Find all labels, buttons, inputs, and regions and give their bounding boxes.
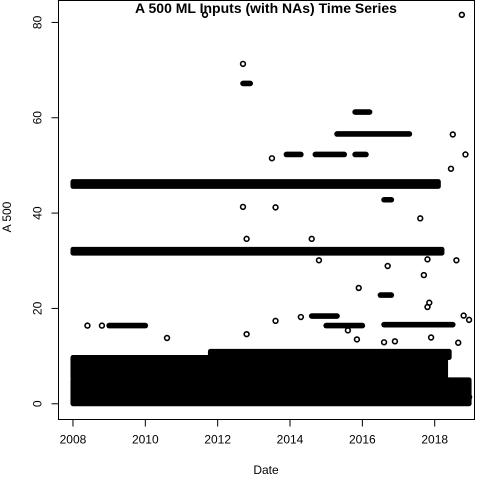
point-run-2 (381, 321, 456, 328)
data-point-1 (98, 322, 106, 329)
data-point-22 (453, 257, 460, 264)
data-point-5 (239, 60, 247, 68)
point-run-10 (377, 292, 395, 298)
data-point-35 (304, 372, 312, 380)
data-point-9 (308, 235, 315, 243)
data-point-4 (458, 11, 466, 19)
data-point-37 (465, 393, 473, 401)
data-point-31 (366, 367, 373, 374)
data-point-28 (455, 339, 462, 346)
point-run-layer (106, 80, 456, 329)
point-run-7 (334, 131, 413, 137)
data-point-15 (355, 284, 362, 292)
data-point-26 (460, 312, 467, 319)
data-point-23 (449, 131, 456, 138)
dense-band-2 (207, 348, 452, 361)
data-point-27 (465, 316, 473, 324)
x-tick-label-3: 2014 (277, 433, 304, 447)
x-axis: 2008 2010 2012 2014 2016 2018 (60, 419, 448, 447)
y-tick-label-0: 0 (31, 400, 45, 407)
data-point-19 (424, 256, 431, 263)
dense-band-1 (70, 355, 449, 381)
data-point-32 (353, 336, 361, 343)
x-tick-label-5: 2018 (421, 433, 448, 447)
point-run-4 (283, 151, 304, 158)
data-point-25 (462, 151, 469, 158)
data-point-21 (424, 303, 431, 311)
data-point-0 (84, 322, 91, 329)
x-tick-label-1: 2010 (132, 433, 159, 447)
data-point-30 (391, 338, 399, 345)
data-point-7 (272, 204, 279, 211)
data-point-33 (344, 327, 352, 334)
x-tick-label-0: 2008 (60, 433, 87, 447)
y-tick-label-3: 60 (31, 111, 45, 125)
x-tick-label-4: 2016 (349, 433, 376, 447)
y-axis-label: A 500 (0, 201, 14, 232)
y-tick-label-1: 20 (31, 301, 45, 315)
dense-band-3 (70, 246, 445, 256)
dense-band-0 (70, 377, 472, 407)
data-point-13 (315, 257, 323, 264)
data-point-16 (384, 262, 391, 270)
data-point-8 (243, 235, 250, 243)
point-run-11 (381, 196, 395, 203)
y-tick-label-4: 80 (31, 15, 45, 29)
point-run-8 (352, 109, 373, 115)
x-tick-label-2: 2012 (204, 433, 231, 447)
data-point-10 (268, 155, 276, 162)
chart-title: A 500 ML Inputs (with NAs) Time Series (135, 0, 397, 16)
y-tick-label-2: 40 (31, 206, 45, 220)
data-point-12 (272, 317, 279, 325)
data-point-34 (427, 334, 435, 341)
data-point-3 (201, 11, 209, 19)
point-run-3 (308, 313, 340, 319)
data-point-11 (243, 330, 250, 338)
point-run-5 (312, 151, 348, 158)
data-point-6 (239, 203, 247, 211)
dense-band-layer (70, 179, 472, 407)
data-point-17 (417, 215, 424, 222)
dense-band-4 (70, 179, 441, 189)
point-run-9 (240, 80, 254, 87)
data-point-14 (297, 313, 305, 321)
data-point-2 (163, 334, 171, 342)
data-point-24 (447, 165, 455, 172)
point-run-1 (323, 322, 366, 329)
y-axis: 0 20 40 60 80 (31, 15, 59, 407)
point-layer (84, 11, 473, 401)
x-axis-label: Date (253, 463, 279, 477)
data-point-36 (464, 380, 471, 387)
data-point-18 (420, 271, 428, 279)
point-run-0 (106, 322, 149, 329)
data-point-29 (380, 339, 388, 346)
point-run-6 (352, 151, 369, 158)
